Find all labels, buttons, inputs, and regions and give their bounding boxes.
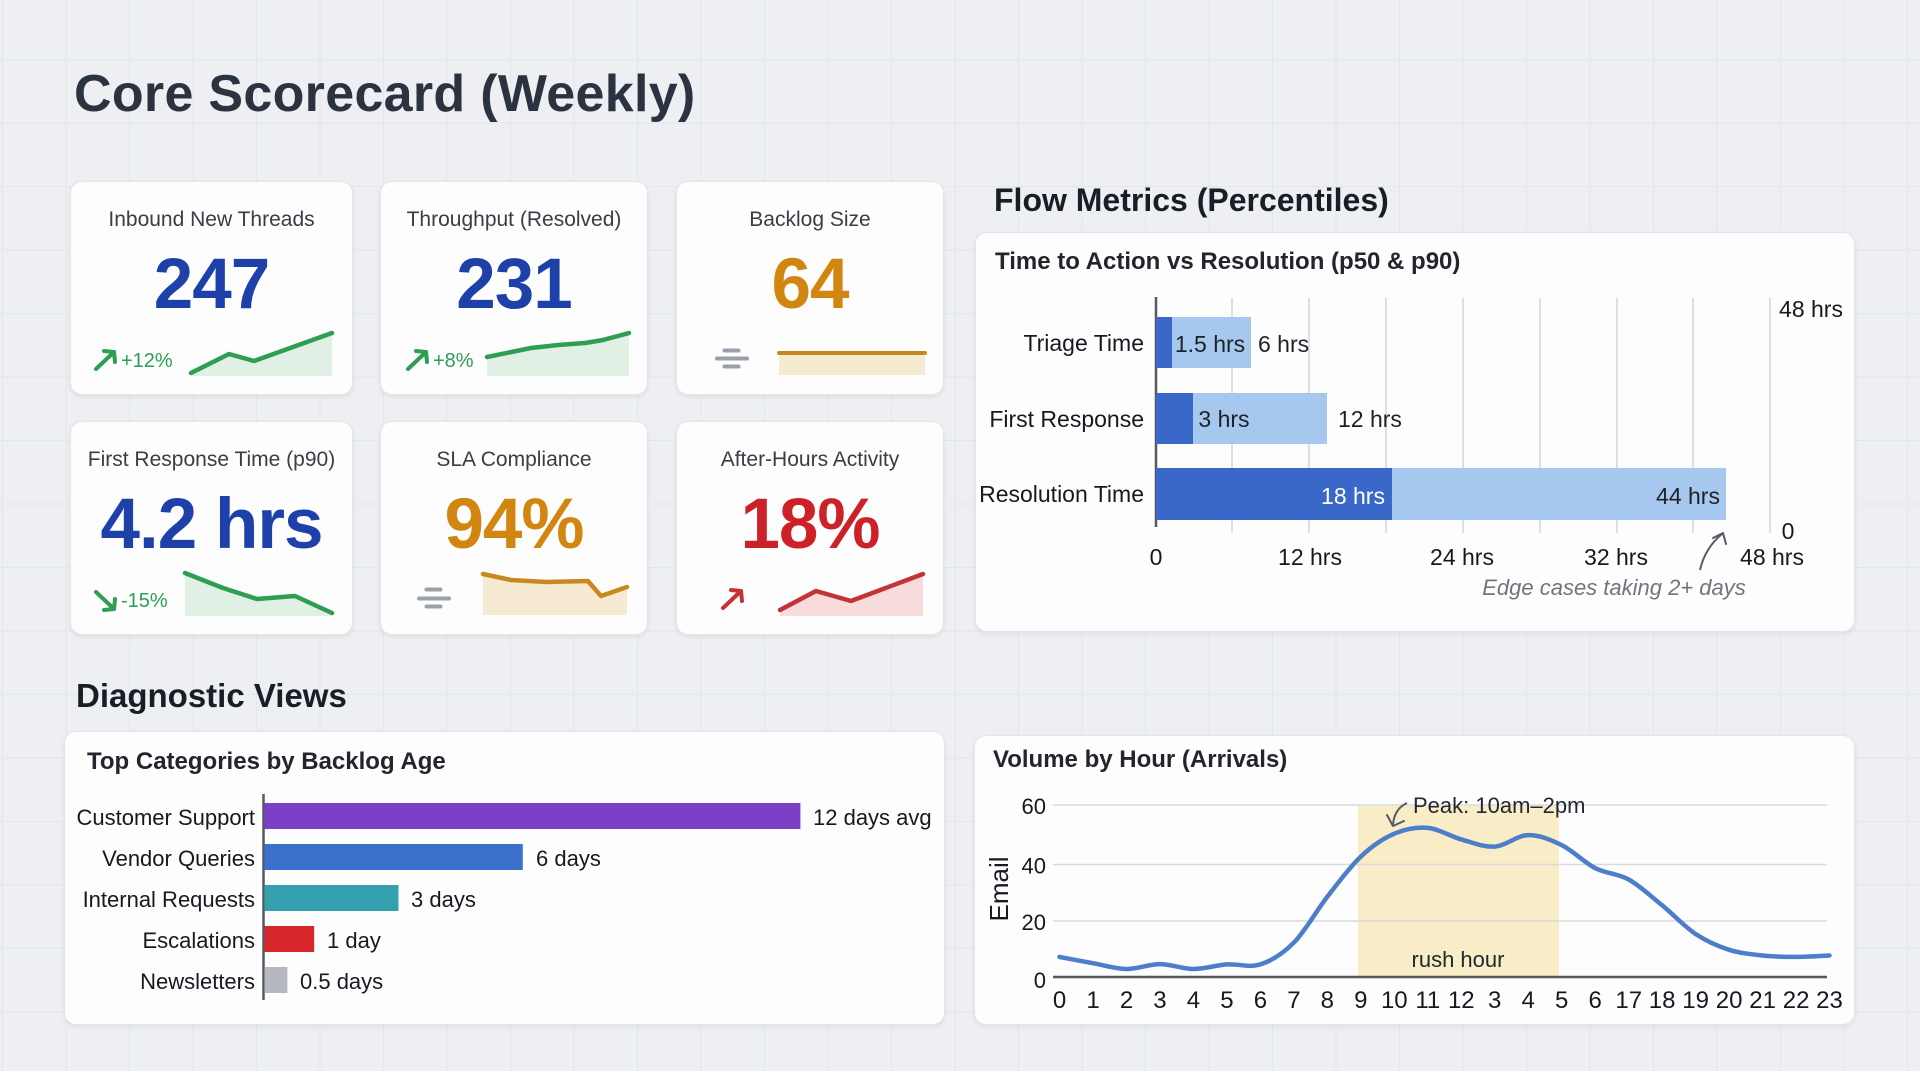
svg-text:Edge cases taking 2+ days: Edge cases taking 2+ days <box>1482 575 1746 600</box>
svg-text:9: 9 <box>1354 987 1367 1014</box>
svg-text:Email: Email <box>984 856 1014 921</box>
svg-text:24 hrs: 24 hrs <box>1430 544 1494 570</box>
svg-text:0: 0 <box>1053 987 1066 1014</box>
svg-text:Escalations: Escalations <box>142 928 255 953</box>
svg-text:Newsletters: Newsletters <box>140 969 255 994</box>
svg-text:5: 5 <box>1555 987 1568 1014</box>
svg-text:12: 12 <box>1448 987 1475 1014</box>
svg-text:23: 23 <box>1816 987 1843 1014</box>
svg-text:Customer Support: Customer Support <box>76 805 255 830</box>
svg-text:18: 18 <box>1649 987 1676 1014</box>
svg-text:44 hrs: 44 hrs <box>1656 483 1720 509</box>
svg-text:40: 40 <box>1022 854 1046 879</box>
svg-text:2: 2 <box>1120 987 1133 1014</box>
svg-text:32 hrs: 32 hrs <box>1584 544 1648 570</box>
svg-text:6: 6 <box>1254 987 1267 1014</box>
svg-text:6: 6 <box>1589 987 1602 1014</box>
svg-text:48 hrs: 48 hrs <box>1779 296 1843 322</box>
svg-text:5: 5 <box>1220 987 1233 1014</box>
svg-text:11: 11 <box>1415 987 1440 1014</box>
svg-text:0: 0 <box>1150 544 1163 570</box>
svg-text:18 hrs: 18 hrs <box>1321 483 1385 509</box>
svg-text:12 hrs: 12 hrs <box>1278 544 1342 570</box>
svg-text:1 day: 1 day <box>327 928 381 953</box>
svg-text:Peak: 10am–2pm: Peak: 10am–2pm <box>1413 793 1585 818</box>
svg-text:0: 0 <box>1782 518 1795 544</box>
svg-text:10: 10 <box>1381 987 1408 1014</box>
svg-text:22: 22 <box>1783 987 1810 1014</box>
svg-text:0.5 days: 0.5 days <box>300 969 383 994</box>
svg-text:3 hrs: 3 hrs <box>1198 406 1249 432</box>
svg-text:3: 3 <box>1488 987 1501 1014</box>
svg-text:3 days: 3 days <box>411 887 476 912</box>
svg-text:21: 21 <box>1749 987 1776 1014</box>
svg-text:60: 60 <box>1022 794 1046 819</box>
svg-text:Triage Time: Triage Time <box>1023 330 1144 356</box>
svg-text:17: 17 <box>1615 987 1642 1014</box>
svg-text:20: 20 <box>1022 910 1046 935</box>
svg-text:rush hour: rush hour <box>1412 947 1505 972</box>
svg-text:20: 20 <box>1716 987 1743 1014</box>
svg-text:1: 1 <box>1086 987 1099 1014</box>
svg-text:4: 4 <box>1522 987 1535 1014</box>
svg-text:19: 19 <box>1682 987 1709 1014</box>
svg-text:7: 7 <box>1287 987 1300 1014</box>
svg-text:8: 8 <box>1321 987 1334 1014</box>
svg-text:6 days: 6 days <box>536 846 601 871</box>
svg-text:First Response: First Response <box>989 406 1144 432</box>
svg-text:3: 3 <box>1153 987 1166 1014</box>
svg-text:12 hrs: 12 hrs <box>1338 406 1402 432</box>
svg-text:Resolution Time: Resolution Time <box>979 481 1144 507</box>
svg-text:4: 4 <box>1187 987 1200 1014</box>
svg-text:48 hrs: 48 hrs <box>1740 544 1804 570</box>
svg-text:1.5 hrs: 1.5 hrs <box>1175 331 1245 357</box>
svg-text:Vendor Queries: Vendor Queries <box>102 846 255 871</box>
svg-text:12 days avg: 12 days avg <box>813 805 932 830</box>
svg-text:0: 0 <box>1034 968 1046 993</box>
svg-text:6 hrs: 6 hrs <box>1258 331 1309 357</box>
svg-text:Internal Requests: Internal Requests <box>83 887 255 912</box>
